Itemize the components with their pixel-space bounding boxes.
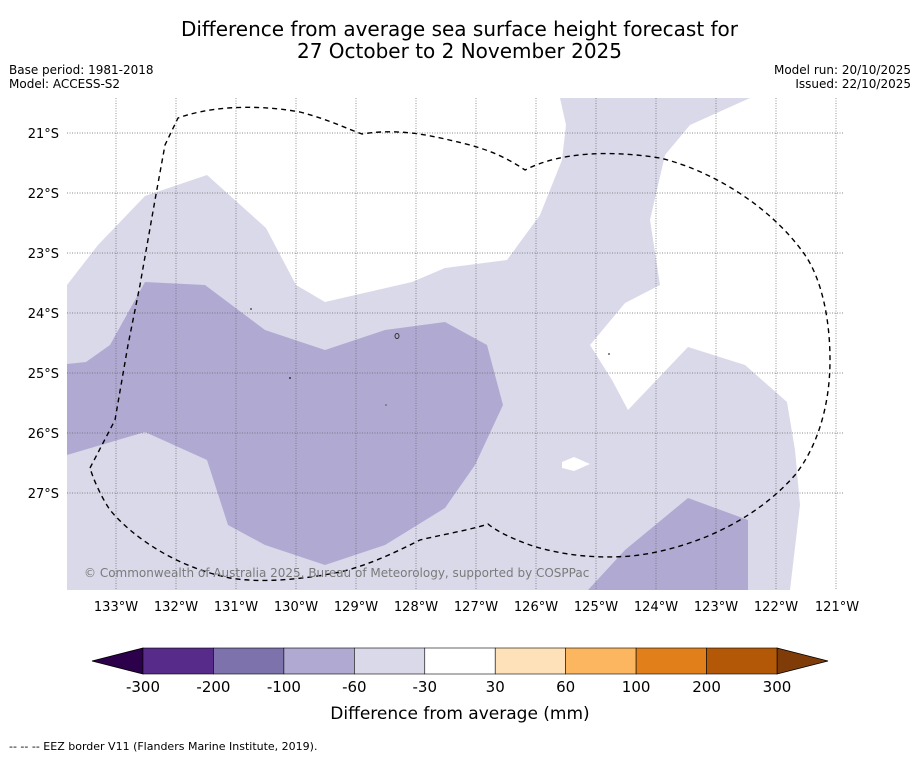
lon-tick-label: 121°W xyxy=(815,600,859,615)
lat-tick-label: 21°S xyxy=(28,127,59,142)
colorbar-label: Difference from average (mm) xyxy=(330,704,589,724)
colorbar-segment xyxy=(142,647,214,675)
base-period: Base period: 1981-2018 xyxy=(9,63,154,77)
lon-tick-label: 130°W xyxy=(274,600,318,615)
island-marker xyxy=(394,333,400,339)
lon-tick-label: 133°W xyxy=(94,600,138,615)
issued-date: Issued: 22/10/2025 xyxy=(795,77,911,91)
colorbar-tick-label: 300 xyxy=(763,678,792,696)
colorbar-tick-label: -60 xyxy=(342,678,367,696)
colorbar-segment xyxy=(635,647,707,675)
lon-tick-label: 123°W xyxy=(694,600,738,615)
colorbar-tick-label: -30 xyxy=(413,678,438,696)
title-line-2: 27 October to 2 November 2025 xyxy=(296,39,623,63)
island-marker xyxy=(289,377,291,379)
island-marker xyxy=(608,353,610,355)
region-minus-100 xyxy=(588,498,748,590)
colorbar-tick-label: -300 xyxy=(126,678,160,696)
region-near-zero xyxy=(562,457,590,471)
meta-left: Base period: 1981-2018 Model: ACCESS-S2 xyxy=(9,63,154,91)
colorbar-segment xyxy=(494,647,566,675)
colorbar-tick-label: 100 xyxy=(622,678,651,696)
colorbar-segment xyxy=(424,647,496,675)
colorbar-segments xyxy=(142,647,778,675)
meta-right: Model run: 20/10/2025 Issued: 22/10/2025 xyxy=(774,63,911,91)
model-name: Model: ACCESS-S2 xyxy=(9,77,121,91)
lat-axis: 21°S 22°S 23°S 24°S 25°S 26°S 27°S xyxy=(28,127,59,502)
lon-axis: 133°W 132°W 131°W 130°W 129°W 128°W 127°… xyxy=(94,600,859,615)
colorbar-tick-label: 30 xyxy=(486,678,505,696)
colorbar-ticks: -300 -200 -100 -60 -30 30 60 100 200 300 xyxy=(126,678,791,696)
colorbar-segment xyxy=(706,647,778,675)
eez-legend-note: -- -- -- EEZ border V11 (Flanders Marine… xyxy=(9,740,318,753)
lon-tick-label: 126°W xyxy=(514,600,558,615)
lon-tick-label: 122°W xyxy=(754,600,798,615)
title-line-1: Difference from average sea surface heig… xyxy=(180,17,739,41)
colorbar-extend-high xyxy=(776,647,829,675)
lat-tick-label: 23°S xyxy=(28,247,59,262)
region-near-zero xyxy=(590,98,843,590)
lat-tick-label: 22°S xyxy=(28,187,59,202)
lat-tick-label: 25°S xyxy=(28,367,59,382)
lon-tick-label: 131°W xyxy=(214,600,258,615)
lon-tick-label: 127°W xyxy=(454,600,498,615)
map-area xyxy=(67,98,843,590)
chart-title: Difference from average sea surface heig… xyxy=(0,18,919,62)
colorbar-tick-label: 200 xyxy=(692,678,721,696)
copyright-text: © Commonwealth of Australia 2025, Bureau… xyxy=(84,566,589,580)
model-run: Model run: 20/10/2025 xyxy=(773,63,911,77)
island-marker xyxy=(250,308,252,310)
lat-tick-label: 26°S xyxy=(28,427,59,442)
lat-tick-label: 27°S xyxy=(28,487,59,502)
colorbar-segment xyxy=(565,647,637,675)
colorbar-segment xyxy=(283,647,355,675)
colorbar-tick-label: -100 xyxy=(267,678,301,696)
lon-tick-label: 129°W xyxy=(334,600,378,615)
lon-tick-label: 125°W xyxy=(574,600,618,615)
lon-tick-label: 128°W xyxy=(394,600,438,615)
lon-tick-label: 132°W xyxy=(154,600,198,615)
island-marker xyxy=(385,404,387,406)
colorbar-segment xyxy=(213,647,285,675)
colorbar: -300 -200 -100 -60 -30 30 60 100 200 300 Differen… xyxy=(91,647,829,724)
colorbar-tick-label: -200 xyxy=(196,678,230,696)
eez-border xyxy=(89,106,831,582)
lon-tick-label: 124°W xyxy=(634,600,678,615)
lat-tick-label: 24°S xyxy=(28,307,59,322)
graticule xyxy=(67,98,843,590)
colorbar-extend-low xyxy=(91,647,144,675)
region-near-zero xyxy=(67,98,566,302)
region-minus-100 xyxy=(67,282,503,565)
colorbar-segment xyxy=(354,647,426,675)
colorbar-tick-label: 60 xyxy=(556,678,575,696)
